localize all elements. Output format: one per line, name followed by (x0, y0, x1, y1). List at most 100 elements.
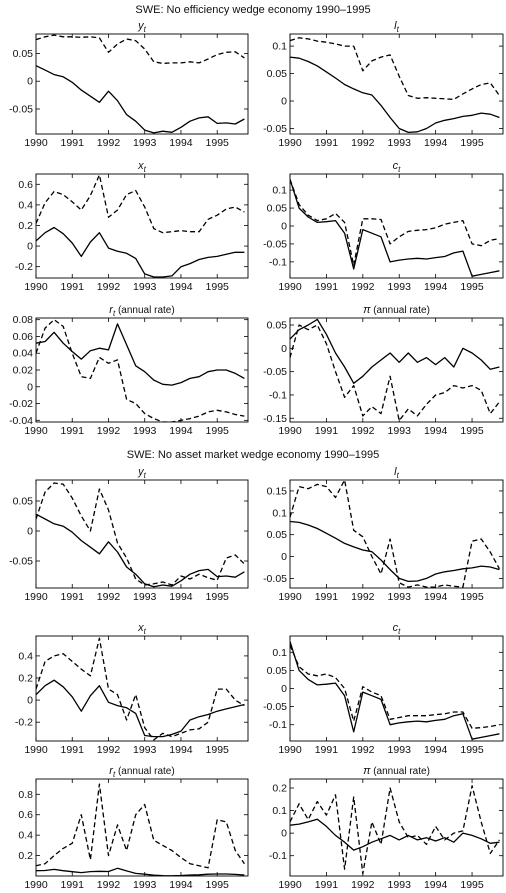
x-tick-label: 1992 (351, 591, 375, 603)
dashed-series-line (36, 319, 245, 422)
panel-title: π (annual rate) (363, 304, 430, 316)
x-tick-label: 1990 (278, 879, 302, 891)
x-tick-label: 1990 (278, 744, 302, 756)
panel-11: π (annual rate) -0.1 0 0.1 0.2 1990 1991 1992 19… (269, 765, 504, 891)
x-tick-label: 1995 (460, 744, 484, 756)
x-tick-label: 1992 (97, 281, 121, 293)
x-tick-label: 1991 (61, 879, 85, 891)
panel-2: xt -0.2 0 0.2 0.4 0.6 1990 1991 1992 1993 1994 1995 (15, 160, 249, 293)
x-tick-label: 1991 (61, 281, 85, 293)
panel-title: xt (137, 622, 147, 636)
y-tick-label: 0.05 (267, 68, 288, 80)
y-tick-label: 0 (27, 695, 33, 707)
y-tick-label: -0.1 (269, 850, 287, 862)
solid-series-line (36, 513, 245, 588)
y-tick-label: 0.1 (272, 185, 287, 197)
y-tick-label: -0.2 (15, 717, 33, 729)
dashed-series-line (290, 179, 500, 267)
panel-title: rt (annual rate) (109, 304, 174, 318)
y-tick-label: 0.8 (18, 789, 33, 801)
x-tick-label: 1994 (424, 137, 448, 149)
plot-frame (35, 479, 249, 589)
y-tick-label: 0.2 (18, 220, 33, 232)
y-tick-label: -0.05 (263, 366, 287, 378)
x-tick-label: 1993 (133, 591, 157, 603)
x-tick-label: 1993 (388, 879, 412, 891)
y-tick-label: -0.05 (263, 123, 287, 135)
x-tick-label: 1992 (351, 744, 375, 756)
y-tick-label: 0.05 (13, 496, 34, 508)
x-tick-label: 1992 (97, 137, 121, 149)
y-tick-label: 0.4 (18, 199, 33, 211)
plot-frame (289, 778, 504, 877)
x-tick-label: 1993 (133, 879, 157, 891)
y-tick-label: 0 (27, 381, 33, 393)
dashed-series-line (290, 785, 500, 875)
plot-frame (35, 173, 249, 279)
y-tick-label: 0.1 (272, 805, 287, 817)
section-title: SWE: No asset market wedge economy 1990–… (126, 449, 380, 461)
y-tick-label: 0.05 (267, 319, 288, 331)
y-tick-label: 0.1 (272, 507, 287, 519)
solid-series-line (36, 226, 245, 278)
x-tick-label: 1995 (460, 879, 484, 891)
solid-series-line (290, 818, 500, 851)
solid-series-line (290, 520, 500, 583)
x-tick-label: 1991 (61, 425, 85, 437)
x-tick-label: 1994 (424, 281, 448, 293)
dashed-series-line (36, 637, 245, 741)
solid-series-line (290, 318, 500, 384)
y-tick-label: 0.2 (272, 783, 287, 795)
dashed-series-line (36, 783, 245, 869)
y-tick-label: 0 (27, 76, 33, 88)
panel-title: ct (393, 160, 402, 174)
panel-3: ct -0.1 -0.05 0 0.05 0.1 1990 1991 1992 1993 1994 1… (263, 160, 504, 293)
y-tick-label: 0.2 (18, 850, 33, 862)
x-tick-label: 1990 (24, 137, 48, 149)
y-tick-label: 0.08 (13, 314, 34, 326)
x-tick-label: 1993 (388, 137, 412, 149)
x-tick-label: 1992 (97, 425, 121, 437)
x-tick-label: 1995 (206, 425, 230, 437)
solid-series-line (290, 641, 500, 740)
x-tick-label: 1994 (424, 744, 448, 756)
y-tick-label: 0.06 (13, 331, 34, 343)
y-tick-label: 0.04 (13, 348, 34, 360)
x-tick-label: 1991 (315, 879, 339, 891)
x-tick-label: 1995 (460, 137, 484, 149)
plot-frame (35, 317, 249, 423)
x-tick-label: 1991 (315, 281, 339, 293)
x-tick-label: 1993 (133, 137, 157, 149)
x-tick-label: 1994 (169, 425, 193, 437)
panel-title: ct (393, 622, 402, 636)
y-tick-label: 0 (281, 96, 287, 108)
y-tick-label: -0.1 (269, 389, 287, 401)
x-tick-label: 1994 (169, 744, 193, 756)
y-tick-label: -0.05 (263, 701, 287, 713)
panel-0: yt -0.05 0 0.05 1990 1991 1992 1993 1994 1995 (9, 20, 249, 149)
x-tick-label: 1992 (351, 137, 375, 149)
plot-frame (35, 778, 249, 877)
panel-4: rt (annual rate) -0.04 -0.02 0 0.02 0.04 0.06 0… (9, 304, 249, 437)
y-tick-label: -0.04 (9, 415, 33, 427)
panel-title: rt (annual rate) (109, 765, 174, 779)
panel-title: yt (137, 466, 147, 480)
y-tick-label: 0.1 (272, 41, 287, 53)
x-tick-label: 1993 (133, 425, 157, 437)
x-tick-label: 1992 (351, 425, 375, 437)
x-tick-label: 1995 (460, 425, 484, 437)
y-tick-label: 0.02 (13, 365, 34, 377)
y-tick-label: 0.4 (18, 650, 33, 662)
panel-9: ct -0.1 -0.05 0 0.05 0.1 1990 1991 1992 1993 1994 1… (263, 622, 504, 756)
dashed-series-line (290, 480, 500, 588)
y-tick-label: 0 (27, 241, 33, 253)
x-tick-label: 1990 (278, 281, 302, 293)
x-tick-label: 1992 (97, 591, 121, 603)
x-tick-label: 1990 (24, 744, 48, 756)
x-tick-label: 1993 (133, 744, 157, 756)
plot-frame (289, 33, 504, 135)
dashed-series-line (290, 324, 500, 422)
y-tick-label: -0.05 (9, 104, 33, 116)
x-tick-label: 1995 (206, 879, 230, 891)
panel-title: lt (394, 20, 399, 34)
